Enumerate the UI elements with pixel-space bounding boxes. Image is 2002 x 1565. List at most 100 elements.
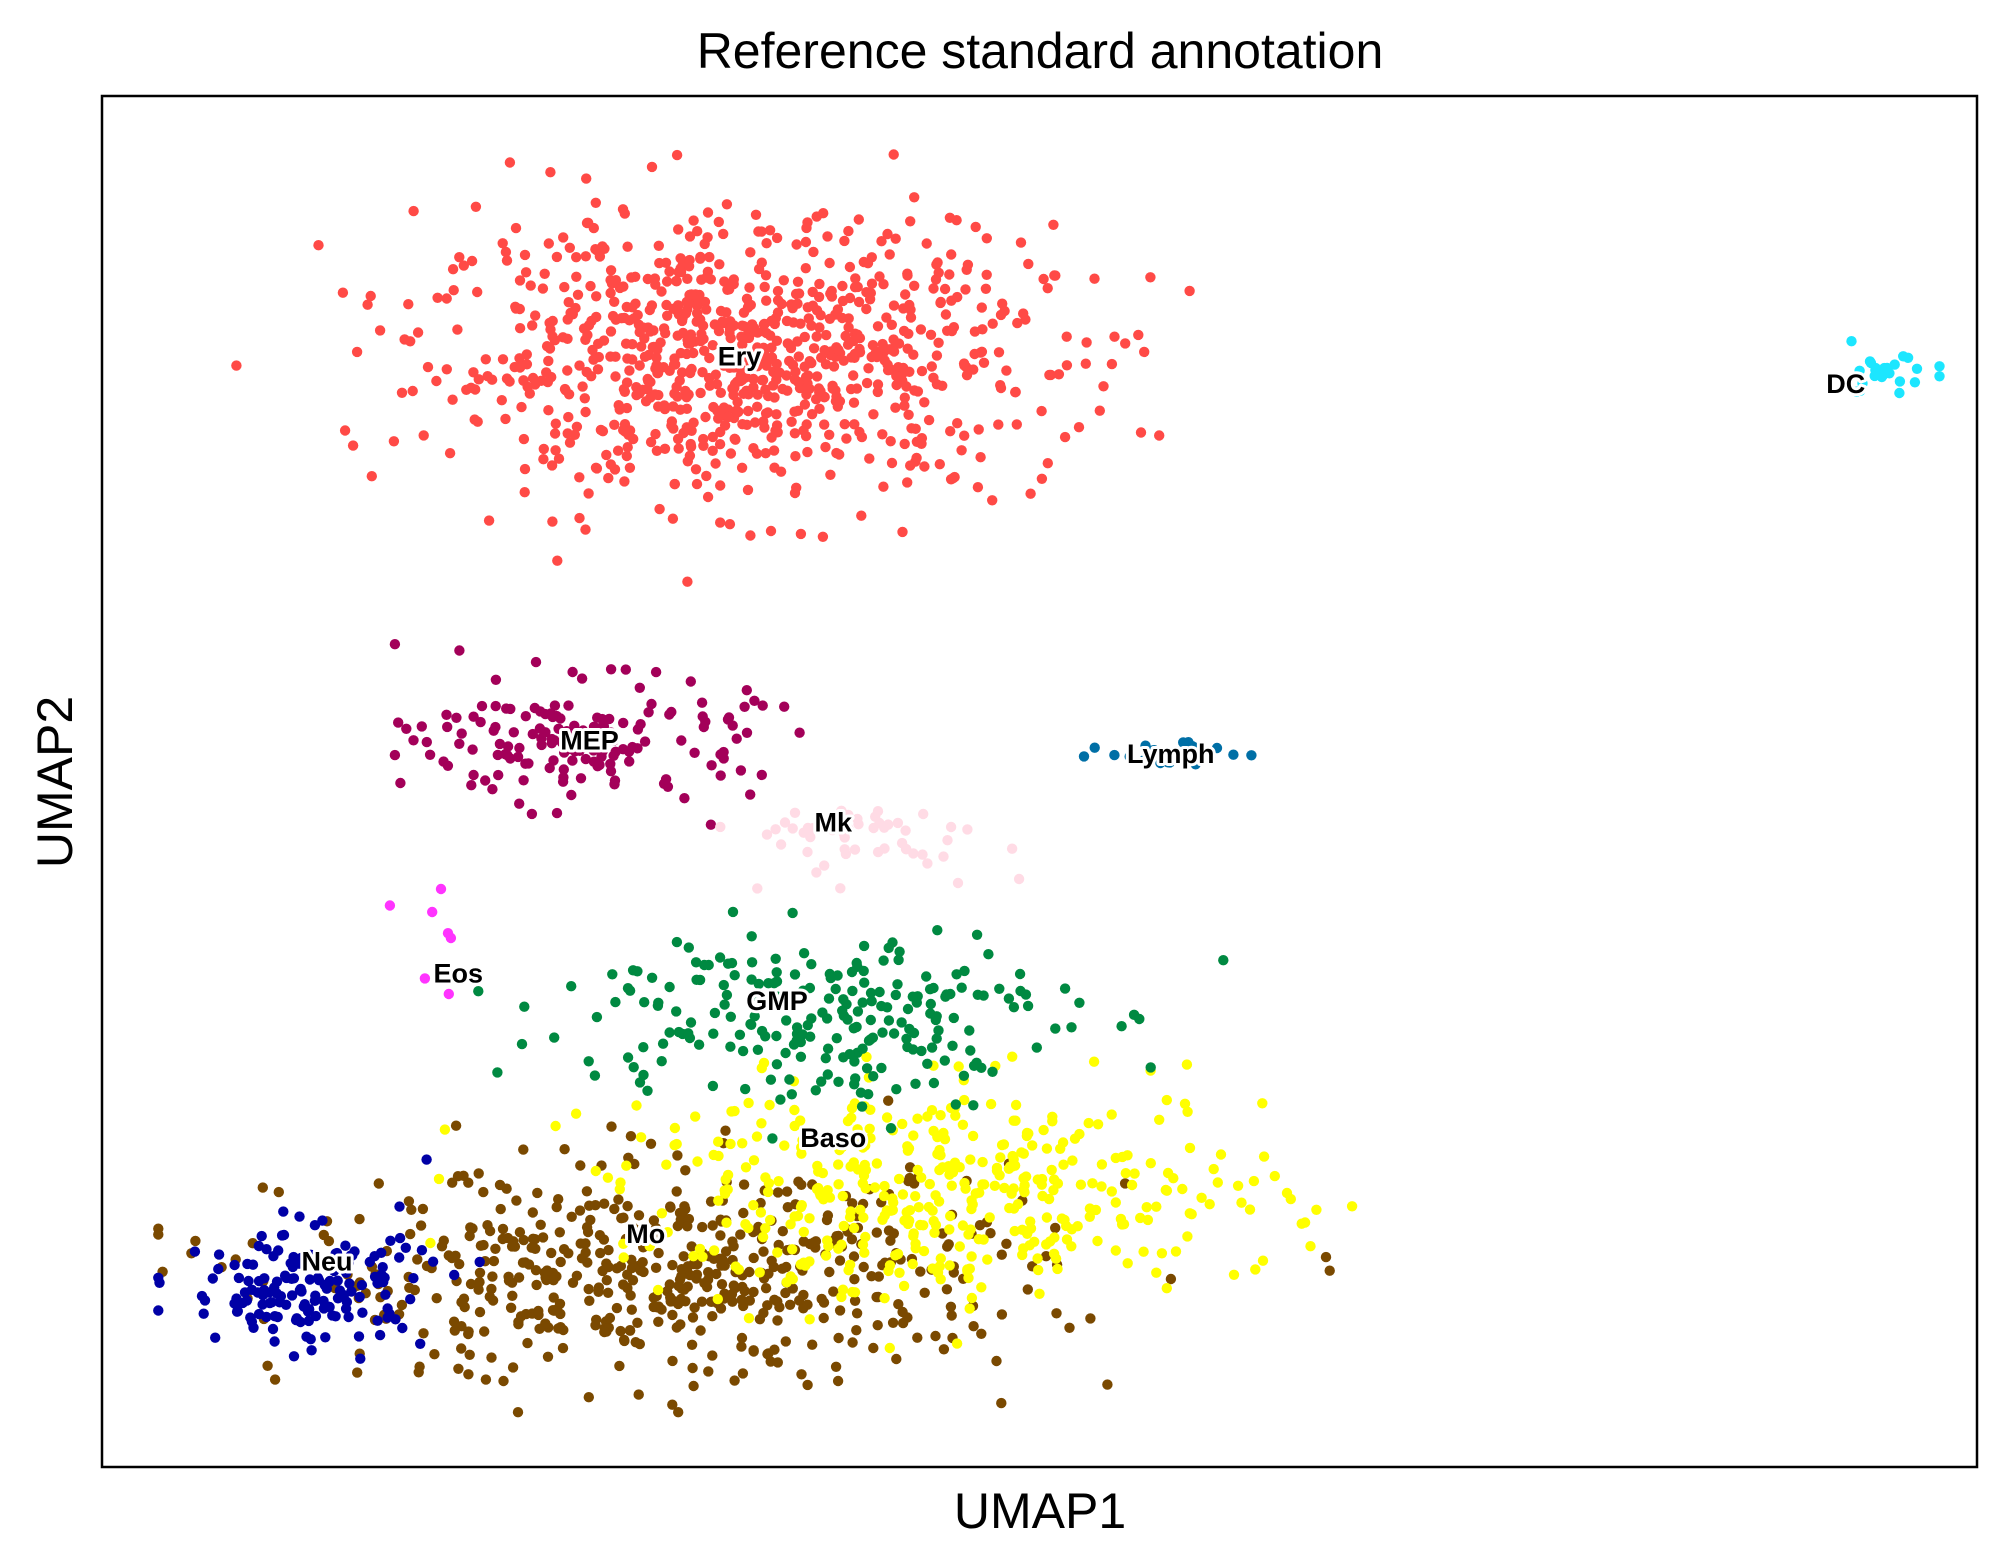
data-point-lymph [1109, 749, 1120, 761]
data-point-ery [444, 448, 456, 459]
data-point-gmp [842, 1014, 853, 1025]
data-point-ery [408, 205, 419, 217]
data-point-ery [969, 326, 981, 337]
data-point-mo [614, 1360, 625, 1372]
data-point-gmp [868, 1071, 879, 1082]
data-point-baso [1041, 1212, 1053, 1223]
data-point-ery [897, 526, 908, 538]
data-point-ery [707, 445, 718, 456]
cluster-eos-points [384, 883, 478, 1000]
data-point-ery [952, 418, 963, 429]
data-point-mep [490, 674, 502, 685]
data-point-mep [549, 700, 561, 711]
data-point-neu [256, 1230, 267, 1242]
data-point-gmp [1066, 1022, 1077, 1033]
data-point-mo [680, 1296, 691, 1307]
data-point-gmp [632, 966, 643, 977]
data-point-ery [903, 409, 914, 420]
data-point-gmp [932, 925, 943, 936]
data-point-ery [745, 247, 756, 258]
data-point-ery [876, 236, 887, 247]
data-point-ery [699, 238, 710, 250]
data-point-ery [899, 438, 910, 450]
data-point-ery [832, 304, 844, 315]
data-point-mo [627, 1275, 639, 1286]
data-point-ery [603, 472, 614, 484]
cluster-mep-points [389, 639, 805, 830]
data-point-dc [1846, 336, 1857, 347]
data-point-mo [697, 1221, 708, 1233]
data-point-ery [946, 249, 957, 260]
data-point-ery [1098, 381, 1109, 392]
data-point-ery [621, 301, 632, 313]
data-point-gmp [1218, 955, 1229, 966]
data-point-baso [1228, 1269, 1240, 1281]
data-point-mep [518, 775, 529, 786]
data-point-neu [320, 1258, 332, 1270]
data-point-mk [827, 824, 838, 836]
data-point-mep [456, 728, 467, 739]
data-point-mo [695, 1325, 706, 1336]
data-point-mo [781, 1261, 792, 1273]
data-point-ery [618, 281, 629, 292]
data-point-baso [944, 1260, 955, 1271]
data-point-ery [714, 259, 725, 270]
data-point-baso [848, 1222, 860, 1234]
data-point-mep [566, 789, 577, 801]
data-point-baso [977, 1179, 988, 1190]
data-point-ery [624, 365, 635, 376]
data-point-ery [919, 461, 930, 472]
data-point-ery [403, 299, 414, 310]
data-point-baso [1145, 1158, 1157, 1169]
data-point-gmp [624, 985, 636, 996]
data-point-gmp [1003, 993, 1015, 1004]
data-point-mo [707, 1311, 718, 1322]
data-point-gmp [893, 954, 904, 966]
data-point-eos [445, 932, 457, 944]
data-point-ery [591, 311, 602, 323]
data-point-baso [860, 1140, 871, 1151]
data-point-ery [642, 373, 653, 385]
data-point-ery [848, 370, 859, 381]
data-point-ery [937, 380, 948, 391]
data-point-ery [628, 313, 639, 324]
data-point-ery [848, 397, 860, 408]
data-point-neu [331, 1247, 343, 1259]
data-point-baso [1096, 1159, 1108, 1170]
data-point-ery [815, 386, 826, 397]
data-point-mo [671, 1322, 682, 1333]
data-point-mo [968, 1321, 979, 1332]
data-point-mep [715, 749, 726, 760]
data-point-mep [646, 698, 657, 710]
data-point-neu [278, 1229, 290, 1241]
data-point-mo [976, 1328, 987, 1340]
data-point-mep [705, 819, 717, 830]
data-point-gmp [628, 1062, 639, 1073]
data-point-mep [660, 774, 672, 785]
data-point-mep [494, 738, 506, 750]
data-point-mo [566, 1211, 577, 1223]
data-point-ery [1081, 337, 1092, 348]
data-point-baso [621, 1160, 632, 1171]
data-point-baso [846, 1112, 857, 1124]
data-point-mo [415, 1220, 427, 1231]
data-point-baso [1074, 1128, 1085, 1140]
data-point-mo [613, 1194, 624, 1205]
data-point-mk [775, 839, 787, 850]
data-point-ery [583, 488, 594, 499]
data-point-baso [1088, 1056, 1100, 1067]
data-point-ery [806, 409, 818, 420]
data-point-mep [389, 639, 401, 650]
data-point-ery [399, 334, 410, 345]
data-point-neu [198, 1308, 209, 1319]
data-point-baso [1184, 1142, 1196, 1154]
data-point-ery [483, 515, 495, 526]
data-point-ery [594, 251, 606, 262]
data-point-gmp [725, 1041, 736, 1052]
data-point-mo [603, 1244, 614, 1256]
data-point-ery [675, 266, 687, 278]
data-point-gmp [908, 1027, 920, 1039]
data-point-mo [748, 1252, 759, 1264]
data-point-ery [981, 233, 992, 244]
data-point-eos [435, 883, 447, 895]
